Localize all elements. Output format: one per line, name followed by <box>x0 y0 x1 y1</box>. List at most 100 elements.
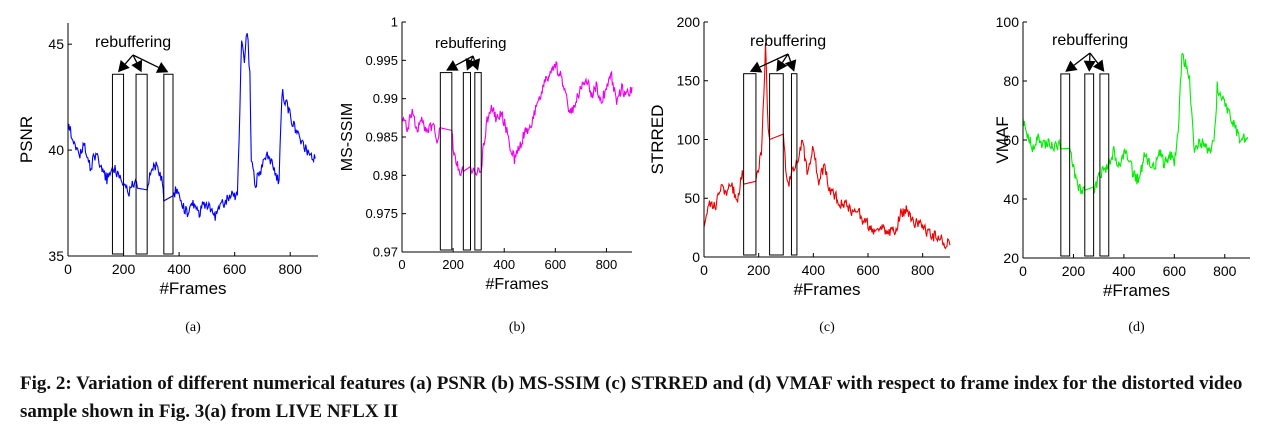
rebuffer-arrowhead <box>465 58 477 71</box>
y-tick-label: 1 <box>391 15 398 30</box>
rebuffer-arrow <box>787 53 792 62</box>
x-tick-label: 600 <box>223 261 247 277</box>
x-tick-label: 200 <box>442 257 464 272</box>
rebuffer-arrow <box>124 54 134 65</box>
y-axis-label: MS-SSIM <box>339 103 356 171</box>
rebuffering-annotation: rebuffering <box>435 35 506 52</box>
y-tick-label: 0.99 <box>373 91 398 106</box>
x-tick-label: 600 <box>1163 263 1187 279</box>
y-tick-label: 40 <box>1003 191 1019 207</box>
chart-c: 0 200 400 600 800 0 50 100 150 200 rebuffering #Fra… <box>648 14 951 335</box>
rebuffer-arrowhead <box>784 59 797 72</box>
rebuffer-arrowhead <box>155 62 169 73</box>
y-tick-label: 0 <box>692 249 700 265</box>
x-tick-label: 400 <box>1112 263 1136 279</box>
rebuffer-arrowhead <box>749 61 763 73</box>
series-line <box>1022 52 1249 195</box>
chart-b: 0 200 400 600 800 0.97 0.975 0.98 0.985 0.99 0.995… <box>339 15 633 335</box>
rebuffer-box <box>462 72 471 251</box>
x-axis-label: #Frames <box>1103 281 1170 300</box>
rebuffering-annotation: rebuffering <box>1052 32 1128 49</box>
x-tick-label: 200 <box>1062 263 1086 279</box>
rebuffer-box <box>1060 73 1071 257</box>
rebuffer-box <box>1099 73 1110 257</box>
y-tick-label: 40 <box>48 142 64 158</box>
rebuffer-arrow <box>132 54 138 63</box>
y-tick-label: 0.97 <box>373 245 398 260</box>
subfigure-label: (b) <box>509 320 526 335</box>
x-tick-label: 800 <box>911 262 935 278</box>
x-tick-label: 400 <box>493 257 515 272</box>
rebuffer-box <box>743 73 757 256</box>
rebuffer-arrowhead <box>1092 59 1105 72</box>
series-line <box>67 33 316 221</box>
y-tick-label: 50 <box>684 190 700 206</box>
rebuffer-arrowhead <box>118 60 130 73</box>
x-tick-label: 0 <box>398 257 405 272</box>
rebuffer-arrow <box>1073 52 1091 66</box>
x-tick-label: 800 <box>1213 263 1237 279</box>
rebuffer-box <box>439 72 453 251</box>
rebuffering-annotation: rebuffering <box>750 33 826 50</box>
rebuffer-arrow <box>455 55 474 66</box>
y-axis-label: STRRED <box>648 105 667 175</box>
rebuffer-arrow <box>781 53 789 63</box>
x-axis-label: #Frames <box>793 280 860 299</box>
series-line <box>703 43 951 250</box>
x-tick-label: 800 <box>279 261 303 277</box>
rebuffer-arrow <box>759 53 789 68</box>
x-tick-label: 0 <box>64 261 72 277</box>
subfigure-label: (c) <box>819 320 835 335</box>
rebuffer-arrowhead <box>468 58 481 71</box>
x-tick-label: 800 <box>596 257 618 272</box>
rebuffer-arrowhead <box>1083 60 1096 72</box>
x-axis-label: #Frames <box>159 279 226 298</box>
rebuffering-annotation: rebuffering <box>95 34 171 51</box>
rebuffer-arrowhead <box>1065 60 1078 72</box>
x-tick-label: 0 <box>1019 263 1027 279</box>
y-axis-label: VMAF <box>993 116 1012 163</box>
rebuffer-box <box>769 73 784 256</box>
x-tick-label: 0 <box>700 262 708 278</box>
y-tick-label: 80 <box>1003 73 1019 89</box>
x-tick-label: 600 <box>856 262 880 278</box>
y-tick-label: 100 <box>677 131 701 147</box>
y-tick-label: 45 <box>48 36 64 52</box>
y-tick-label: 20 <box>1003 250 1019 266</box>
y-tick-label: 35 <box>48 248 64 264</box>
rebuffer-arrow <box>472 55 476 61</box>
figure-caption: Fig. 2: Variation of different numerical… <box>20 373 1243 422</box>
rebuffer-box <box>1084 73 1095 257</box>
rebuffer-arrow <box>132 54 159 69</box>
subfigure-label: (a) <box>185 320 201 335</box>
rebuffer-arrowhead <box>131 59 143 73</box>
rebuffer-box <box>111 73 125 255</box>
subfigure-label: (d) <box>1128 320 1145 335</box>
x-tick-label: 600 <box>544 257 566 272</box>
x-tick-label: 200 <box>112 261 136 277</box>
y-tick-label: 150 <box>677 73 701 89</box>
y-tick-label: 0.975 <box>365 206 398 221</box>
chart-a: 0 200 400 600 800 35 40 45 rebuffering #Frames PSN… <box>17 23 318 335</box>
y-tick-label: 0.98 <box>373 168 398 183</box>
y-tick-label: 60 <box>1003 132 1019 148</box>
y-tick-label: 200 <box>677 14 701 30</box>
rebuffer-arrowhead <box>776 59 788 72</box>
x-tick-label: 400 <box>167 261 191 277</box>
chart-d: 0 200 400 600 800 20 40 60 80 100 rebuffering #Fram… <box>993 14 1250 335</box>
rebuffer-box <box>790 73 798 256</box>
y-tick-label: 0.985 <box>365 130 398 145</box>
x-tick-label: 200 <box>747 262 771 278</box>
series-line <box>401 61 633 177</box>
y-tick-label: 0.995 <box>365 53 398 68</box>
x-tick-label: 400 <box>802 262 826 278</box>
rebuffer-box <box>135 73 148 255</box>
rebuffer-box <box>163 73 174 255</box>
rebuffer-arrowhead <box>446 60 459 71</box>
rebuffer-box <box>474 72 482 251</box>
y-tick-label: 100 <box>996 14 1020 30</box>
x-axis-label: #Frames <box>485 276 548 293</box>
y-axis-label: PSNR <box>17 116 36 163</box>
rebuffer-arrow <box>1089 52 1099 64</box>
